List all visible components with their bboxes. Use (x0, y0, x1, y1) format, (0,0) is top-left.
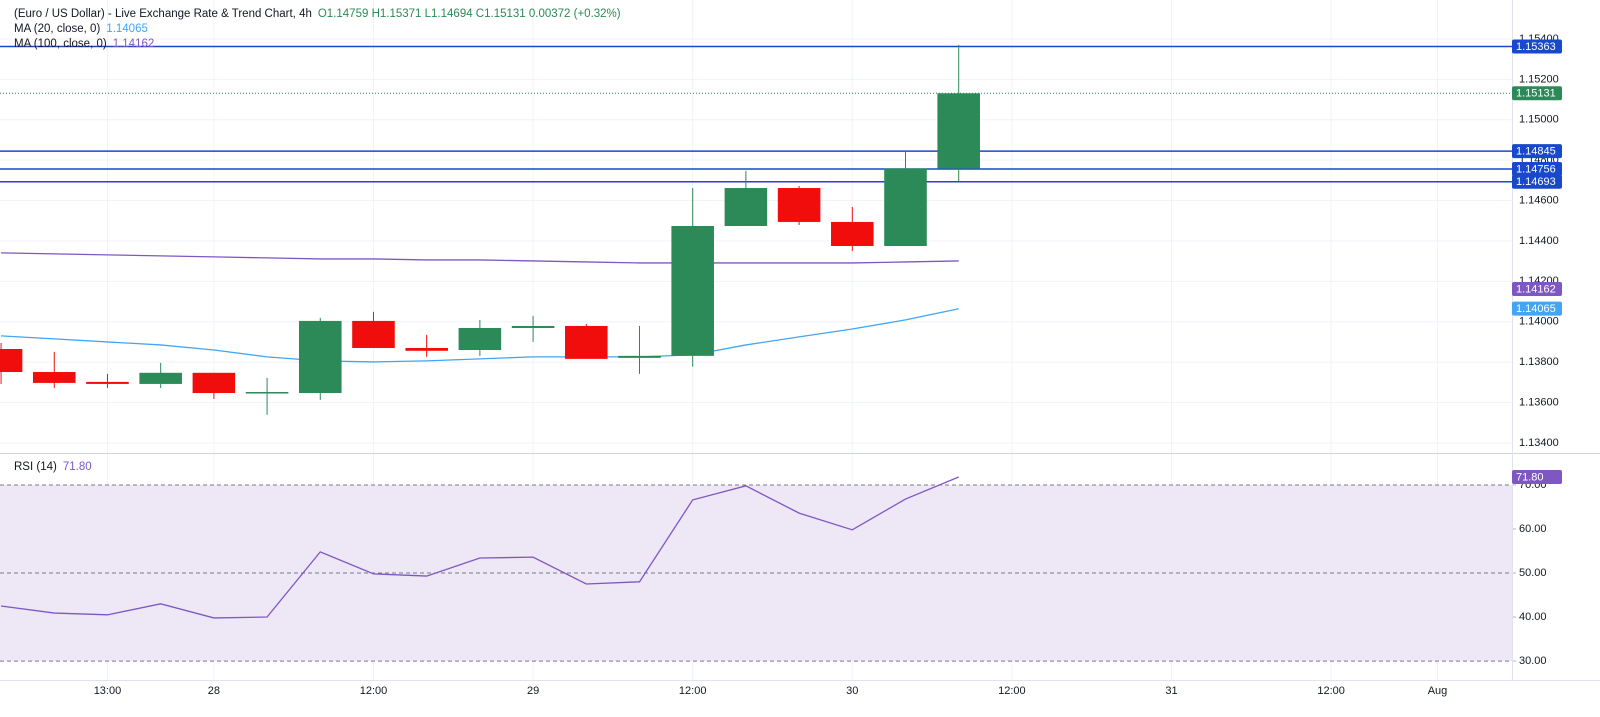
legend-value: 71.80 (63, 461, 92, 473)
candle-body (245, 392, 289, 394)
y-tick-label: 1.14600 (1519, 194, 1559, 206)
moving-average (1, 308, 959, 363)
y-tick-label: 1.13600 (1519, 396, 1559, 408)
legend-name: RSI (14) (14, 461, 57, 473)
x-tick-label: 28 (208, 685, 220, 697)
ohlc-summary: O1.14759 H1.15371 L1.14694 C1.15131 0.00… (318, 8, 621, 20)
level-box (1512, 39, 1562, 54)
candle-body (32, 372, 76, 383)
y-tick-label: 30.00 (1519, 655, 1547, 667)
candle-body (777, 188, 821, 222)
legend-row: (Euro / US Dollar) - Live Exchange Rate … (14, 8, 621, 20)
level-label: 1.14693 (1516, 176, 1556, 188)
level-box (1512, 174, 1562, 189)
candle-body (937, 93, 980, 169)
x-tick-label: 12:00 (998, 685, 1026, 697)
ma-last-box (1512, 282, 1562, 297)
legend-row: MA (100, close, 0) 1.14162 (14, 38, 154, 50)
level-label: 1.14756 (1516, 163, 1556, 175)
candle-body (86, 381, 129, 384)
y-tick-label: 1.13800 (1519, 356, 1559, 368)
candle-body (458, 327, 502, 350)
chart-title: (Euro / US Dollar) - Live Exchange Rate … (14, 8, 312, 20)
x-tick-label: 12:00 (1317, 685, 1345, 697)
candle-body (831, 221, 874, 246)
y-tick-label: 40.00 (1519, 611, 1547, 623)
candle-body (405, 347, 448, 351)
rsi-last-label: 71.80 (1516, 471, 1544, 483)
candle-body (618, 355, 661, 358)
candle-body (0, 348, 23, 373)
candle-body (565, 325, 608, 359)
x-tick-label: 31 (1165, 685, 1177, 697)
y-tick-label: 1.14000 (1519, 316, 1559, 328)
x-tick-label: 12:00 (679, 685, 707, 697)
candle-body (671, 225, 714, 356)
y-tick-label: 60.00 (1519, 523, 1547, 535)
level-box (1512, 144, 1562, 159)
legend-name: MA (100, close, 0) (14, 38, 107, 50)
level-box (1512, 162, 1562, 177)
legend-value: 1.14162 (113, 38, 155, 50)
candle-body (192, 372, 236, 394)
candle-body (352, 320, 395, 348)
moving-average (1, 252, 959, 264)
y-tick-label: 1.13400 (1519, 437, 1559, 449)
ma-last-label: 1.14065 (1516, 303, 1556, 315)
legend-row: MA (20, close, 0) 1.14065 (14, 23, 148, 35)
y-tick-label: 50.00 (1519, 567, 1547, 579)
rsi-last-box (1512, 470, 1562, 485)
legend-name: MA (20, close, 0) (14, 23, 100, 35)
x-tick-label: 13:00 (94, 685, 122, 697)
y-tick-label: 1.14400 (1519, 235, 1559, 247)
ma-last-box (1512, 301, 1562, 316)
x-tick-label: 29 (527, 685, 539, 697)
level-label: 1.14845 (1516, 145, 1556, 157)
x-tick-label: Aug (1428, 685, 1448, 697)
legend-value: 1.14065 (106, 23, 148, 35)
candle-body (511, 325, 555, 328)
ma-last-label: 1.14162 (1516, 283, 1556, 295)
last-price-label: 1.15131 (1516, 88, 1556, 100)
x-tick-label: 30 (846, 685, 858, 697)
candle-body (884, 168, 927, 246)
rsi-line (0, 476, 959, 619)
legend-row: RSI (14) 71.80 (14, 461, 92, 473)
level-label: 1.15363 (1516, 41, 1556, 53)
candle-body (724, 188, 768, 226)
candle-body (139, 372, 182, 384)
y-tick-label: 1.15200 (1519, 73, 1559, 85)
x-tick-label: 12:00 (360, 685, 388, 697)
y-tick-label: 1.15000 (1519, 114, 1559, 126)
candle-body (298, 320, 342, 394)
last-price-box (1512, 86, 1562, 101)
